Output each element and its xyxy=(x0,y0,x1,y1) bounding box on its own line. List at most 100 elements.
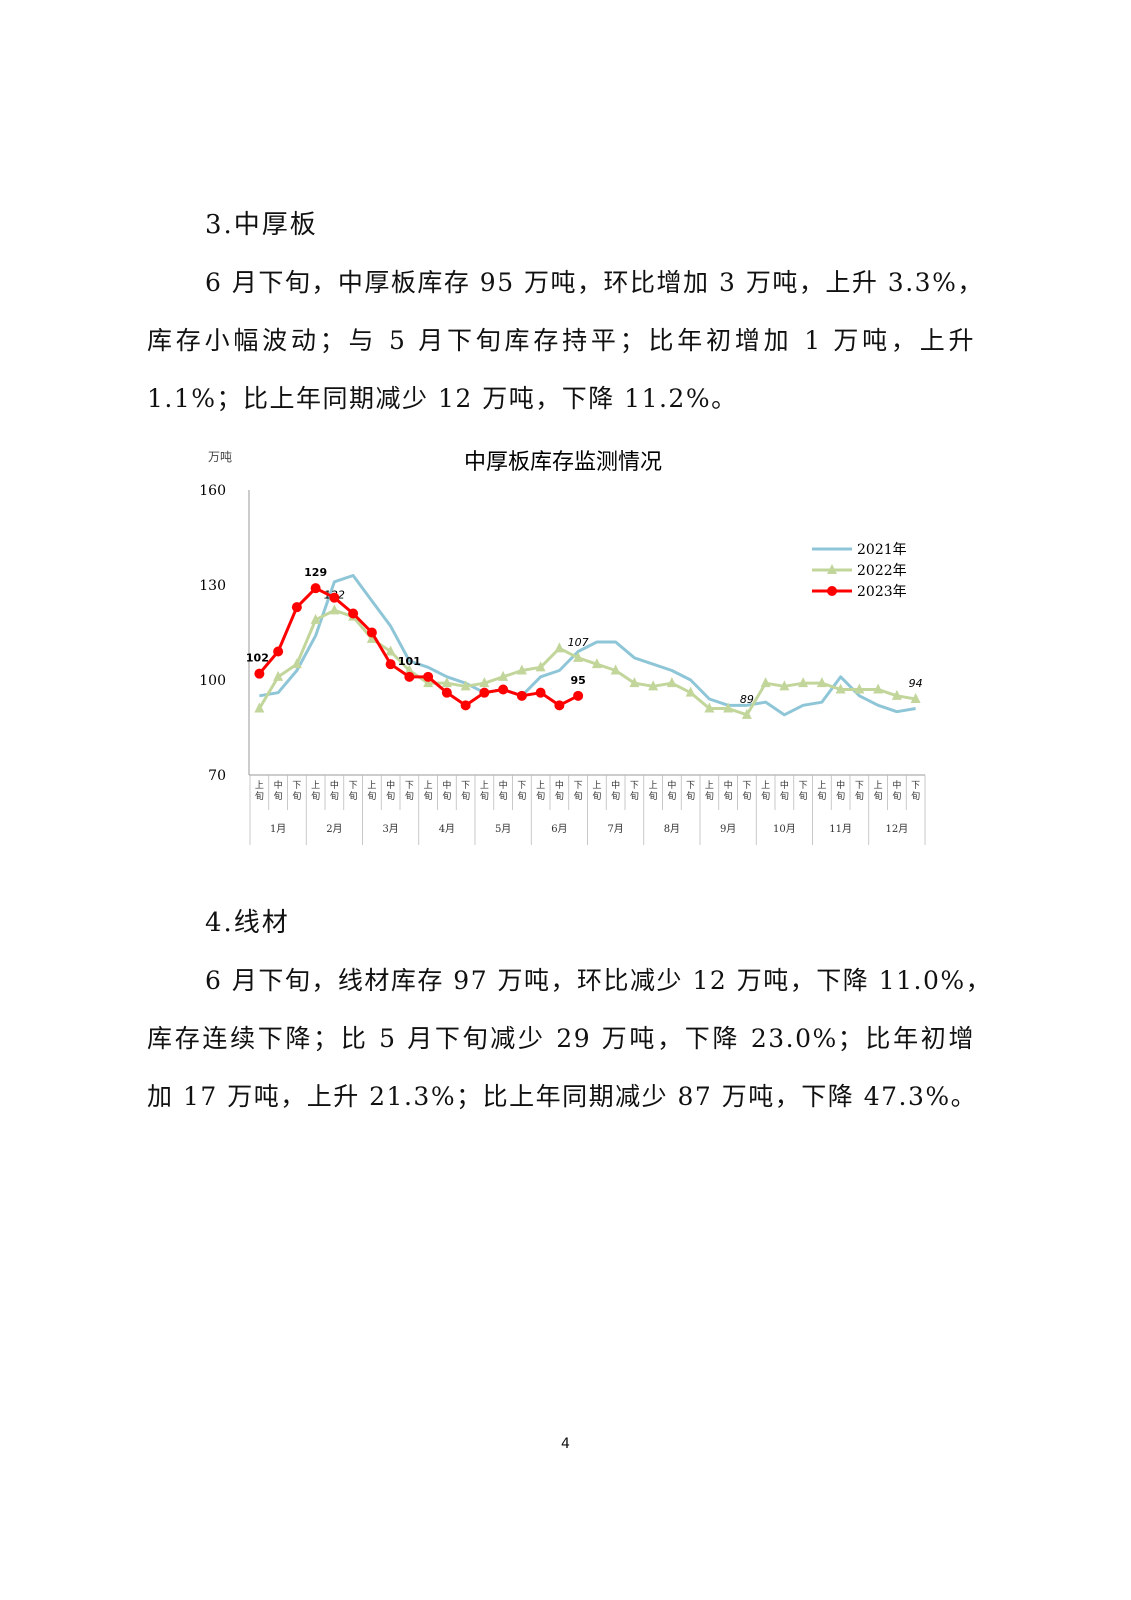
x-tick-label-period-top: 中 xyxy=(892,779,901,791)
data-point xyxy=(573,690,584,701)
data-point xyxy=(254,702,265,713)
paragraph-line: 6 月下旬，线材库存 97 万吨，环比减少 12 万吨，下降 11.0%， xyxy=(205,966,993,995)
data-point xyxy=(610,664,621,675)
data-point xyxy=(779,680,790,691)
data-point xyxy=(291,602,302,613)
x-tick-label-period-top: 上 xyxy=(592,780,601,791)
data-point xyxy=(291,658,302,669)
x-tick-label-period-bottom: 旬 xyxy=(817,790,826,802)
paragraph-line: 加 17 万吨，上升 21.3%；比上年同期减少 87 万吨，下降 47.3%。 xyxy=(147,1082,978,1111)
x-tick-label-month: 11月 xyxy=(829,823,852,835)
data-point xyxy=(310,613,321,624)
x-tick-label-period-top: 中 xyxy=(442,779,451,791)
data-point xyxy=(648,680,659,691)
data-point xyxy=(366,627,377,638)
data-point xyxy=(479,687,490,698)
x-tick-label-period-top: 上 xyxy=(649,780,658,791)
x-tick-label-period-top: 下 xyxy=(911,781,920,791)
data-point xyxy=(516,690,527,701)
x-tick-label-period-bottom: 旬 xyxy=(649,790,658,802)
paragraph-line: 库存连续下降；比 5 月下旬减少 29 万吨，下降 23.0%；比年初增 xyxy=(147,1024,975,1053)
x-tick-label-period-top: 上 xyxy=(761,780,770,791)
y-tick-label: 160 xyxy=(200,483,226,499)
data-point xyxy=(760,677,771,688)
x-tick-label-period-bottom: 旬 xyxy=(367,790,376,802)
data-point xyxy=(441,677,452,688)
x-tick-label-period-bottom: 旬 xyxy=(686,790,695,802)
data-label: 129 xyxy=(304,566,327,579)
x-tick-label-period-top: 下 xyxy=(517,781,526,791)
data-point xyxy=(891,689,902,700)
data-point xyxy=(516,664,527,675)
data-point xyxy=(554,700,565,711)
data-label: 107 xyxy=(568,636,589,649)
legend-label: 2022年 xyxy=(857,563,907,579)
data-point xyxy=(460,700,471,711)
x-tick-label-month: 3月 xyxy=(382,823,398,835)
x-tick-label-period-top: 上 xyxy=(311,780,320,791)
x-tick-label-period-bottom: 旬 xyxy=(611,790,620,802)
data-point xyxy=(423,677,434,688)
x-tick-label-period-top: 下 xyxy=(574,781,583,791)
data-label: 101 xyxy=(398,655,421,668)
y-tick-label: 70 xyxy=(208,768,226,784)
x-tick-label-period-bottom: 旬 xyxy=(761,790,770,802)
x-tick-label-period-bottom: 旬 xyxy=(892,790,901,802)
x-tick-label-period-bottom: 旬 xyxy=(330,790,339,802)
y-tick-label: 100 xyxy=(200,673,226,689)
legend-label: 2023年 xyxy=(857,584,907,600)
x-tick-label-period-top: 中 xyxy=(611,779,620,791)
y-axis-unit: 万吨 xyxy=(208,450,232,464)
x-tick-label-month: 12月 xyxy=(886,823,909,835)
data-point xyxy=(741,708,752,719)
x-tick-label-period-bottom: 旬 xyxy=(630,790,639,802)
x-tick-label-month: 7月 xyxy=(607,823,623,835)
x-tick-label-period-top: 上 xyxy=(536,780,545,791)
x-tick-label-month: 2月 xyxy=(326,823,342,835)
data-point xyxy=(423,671,434,682)
data-point xyxy=(704,702,715,713)
page-number: 4 xyxy=(561,1436,570,1452)
x-tick-label-month: 4月 xyxy=(439,823,455,835)
x-tick-label-period-bottom: 旬 xyxy=(499,790,508,802)
data-point xyxy=(723,702,734,713)
data-point xyxy=(441,687,452,698)
data-point xyxy=(573,651,584,662)
data-point xyxy=(666,677,677,688)
x-tick-label-period-bottom: 旬 xyxy=(292,790,301,802)
data-point xyxy=(348,608,359,619)
data-point xyxy=(385,645,396,656)
legend-marker xyxy=(827,586,837,596)
data-point xyxy=(535,687,546,698)
x-tick-label-period-bottom: 旬 xyxy=(442,790,451,802)
x-tick-label-period-bottom: 旬 xyxy=(424,790,433,802)
x-tick-label-period-bottom: 旬 xyxy=(705,790,714,802)
data-point xyxy=(404,671,415,682)
section-heading-plate: 3.中厚板 xyxy=(205,210,318,240)
x-tick-label-period-bottom: 旬 xyxy=(574,790,583,802)
x-tick-label-period-top: 中 xyxy=(386,779,395,791)
data-label: 95 xyxy=(570,674,585,687)
data-point xyxy=(910,693,921,703)
x-tick-label-period-bottom: 旬 xyxy=(461,790,470,802)
x-tick-label-period-top: 下 xyxy=(349,781,358,791)
x-tick-label-period-bottom: 旬 xyxy=(874,790,883,802)
x-tick-label-period-top: 下 xyxy=(855,781,864,791)
data-point xyxy=(554,642,565,653)
x-tick-label-period-bottom: 旬 xyxy=(780,790,789,802)
x-tick-label-period-top: 中 xyxy=(836,779,845,791)
x-tick-label-period-top: 下 xyxy=(742,781,751,791)
x-tick-label-period-bottom: 旬 xyxy=(911,790,920,802)
legend-label: 2021年 xyxy=(857,542,907,558)
x-tick-label-period-top: 中 xyxy=(330,779,339,791)
x-tick-label-period-top: 上 xyxy=(255,780,264,791)
x-tick-label-period-top: 下 xyxy=(686,781,695,791)
x-tick-label-period-top: 上 xyxy=(705,780,714,791)
paragraph-line: 6 月下旬，中厚板库存 95 万吨，环比增加 3 万吨，上升 3.3%， xyxy=(205,268,984,297)
x-tick-label-period-top: 下 xyxy=(799,781,808,791)
x-tick-label-period-bottom: 旬 xyxy=(349,790,358,802)
x-tick-label-period-bottom: 旬 xyxy=(517,790,526,802)
data-point xyxy=(310,583,321,594)
x-tick-label-period-bottom: 旬 xyxy=(536,790,545,802)
x-tick-label-period-bottom: 旬 xyxy=(799,790,808,802)
